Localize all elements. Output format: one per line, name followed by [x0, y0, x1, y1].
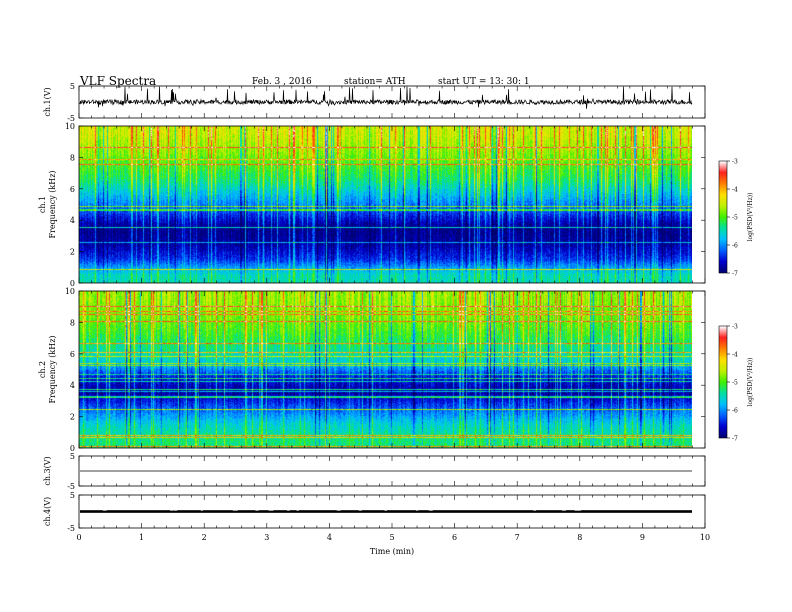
x-tick-label: 9 — [640, 533, 645, 542]
colorbar-tick-label: -5 — [732, 215, 738, 222]
y-tick-label: 4 — [70, 381, 75, 390]
waveform-ch4-gap — [200, 509, 204, 511]
y-axis-label: ch.2 — [38, 361, 47, 378]
colorbar-ch2 — [719, 326, 727, 438]
waveform-ch4-gap — [232, 509, 238, 511]
waveform-ch4-gap — [336, 509, 341, 511]
x-tick-label: 10 — [700, 533, 710, 542]
plot-title: VLF Spectra — [80, 74, 157, 88]
y-tick-label: 5 — [70, 491, 75, 500]
y-axis-label: ch.3(V) — [43, 456, 52, 485]
y-tick-label: 6 — [70, 185, 75, 194]
y-tick-label: 0 — [70, 444, 75, 453]
colorbar-tick-label: -3 — [732, 324, 738, 331]
colorbar-tick-label: -6 — [732, 243, 738, 250]
waveform-ch4-gap — [428, 509, 433, 511]
waveform-ch4-gap — [286, 509, 290, 511]
x-tick-label: 7 — [515, 533, 520, 542]
waveform-ch4-gap — [574, 509, 580, 511]
x-tick-label: 5 — [389, 533, 394, 542]
spectrogram-ch1 — [79, 126, 692, 283]
waveform-ch4-gap — [358, 509, 362, 511]
y-tick-label: 5 — [70, 452, 75, 461]
y-tick-label: 8 — [70, 153, 75, 162]
colorbar-tick-label: -7 — [732, 271, 738, 278]
y-tick-label: -5 — [67, 524, 75, 533]
colorbar-tick-label: -3 — [732, 159, 738, 166]
waveform-ch4-gap — [578, 509, 582, 511]
y-tick-label: 6 — [70, 350, 75, 359]
waveform-ch4-gap — [384, 509, 388, 511]
y-axis-label: Frequency (kHz) — [48, 335, 57, 403]
x-tick-label: 2 — [202, 533, 207, 542]
y-axis-label: ch.1 — [38, 196, 47, 213]
waveform-ch4-gap — [102, 509, 107, 511]
waveform-ch1 — [79, 86, 693, 109]
y-tick-label: 2 — [70, 248, 75, 257]
x-tick-label: 3 — [264, 533, 269, 542]
colorbar-tick-label: -6 — [732, 408, 738, 415]
x-tick-label: 0 — [76, 533, 81, 542]
waveform-ch4-gap — [268, 509, 274, 511]
waveform-ch4-gap — [255, 509, 259, 511]
x-tick-label: 1 — [139, 533, 144, 542]
y-tick-label: -5 — [67, 482, 75, 491]
colorbar-tick-label: -5 — [732, 380, 738, 387]
waveform-ch4-gap — [296, 509, 299, 511]
colorbar-label: log(PSD(V²/Hz)) — [747, 358, 754, 407]
y-tick-label: 10 — [65, 287, 75, 296]
colorbar-ch1 — [719, 161, 727, 273]
y-tick-label: 5 — [70, 82, 75, 91]
waveform-ch4-gap — [533, 509, 537, 511]
waveform-ch4-gap — [173, 509, 178, 511]
spectrogram-ch2 — [79, 291, 692, 448]
station-label: station= ATH — [344, 77, 406, 87]
x-axis-label: Time (min) — [370, 547, 414, 556]
colorbar-tick-label: -7 — [732, 436, 738, 443]
y-axis-label: ch.4(V) — [43, 497, 52, 526]
waveform-ch4-gap — [170, 509, 174, 511]
start-time-label: start UT = 13: 30: 1 — [438, 77, 530, 87]
axes-layer — [78, 85, 730, 529]
colorbar-tick-label: -4 — [732, 352, 738, 359]
y-tick-label: 4 — [70, 216, 75, 225]
y-tick-label: 0 — [70, 279, 75, 288]
waveform-ch4 — [80, 510, 692, 513]
y-axis-label: Frequency (kHz) — [48, 170, 57, 238]
y-tick-label: 2 — [70, 413, 75, 422]
x-tick-label: 4 — [327, 533, 332, 542]
y-tick-label: 10 — [65, 122, 75, 131]
x-tick-label: 8 — [577, 533, 582, 542]
colorbar-label: log(PSD(V²/Hz)) — [747, 193, 754, 242]
x-tick-label: 6 — [452, 533, 457, 542]
waveform-ch4-gap — [416, 509, 419, 511]
colorbar-tick-label: -4 — [732, 187, 738, 194]
y-tick-label: 8 — [70, 318, 75, 327]
waveform-ch4-gap — [561, 509, 566, 511]
y-axis-label: ch.1(V) — [43, 87, 52, 116]
y-tick-label: -5 — [67, 114, 75, 123]
label-layer: -3 -4 -5 -6 -7 log(PSD(V²/Hz)) -3 -4 -5 -6 -7 log(P… — [38, 82, 754, 556]
waveform-layer — [79, 86, 693, 513]
spectrogram-layer — [79, 126, 727, 448]
date-label: Feb. 3 , 2016 — [252, 77, 312, 87]
